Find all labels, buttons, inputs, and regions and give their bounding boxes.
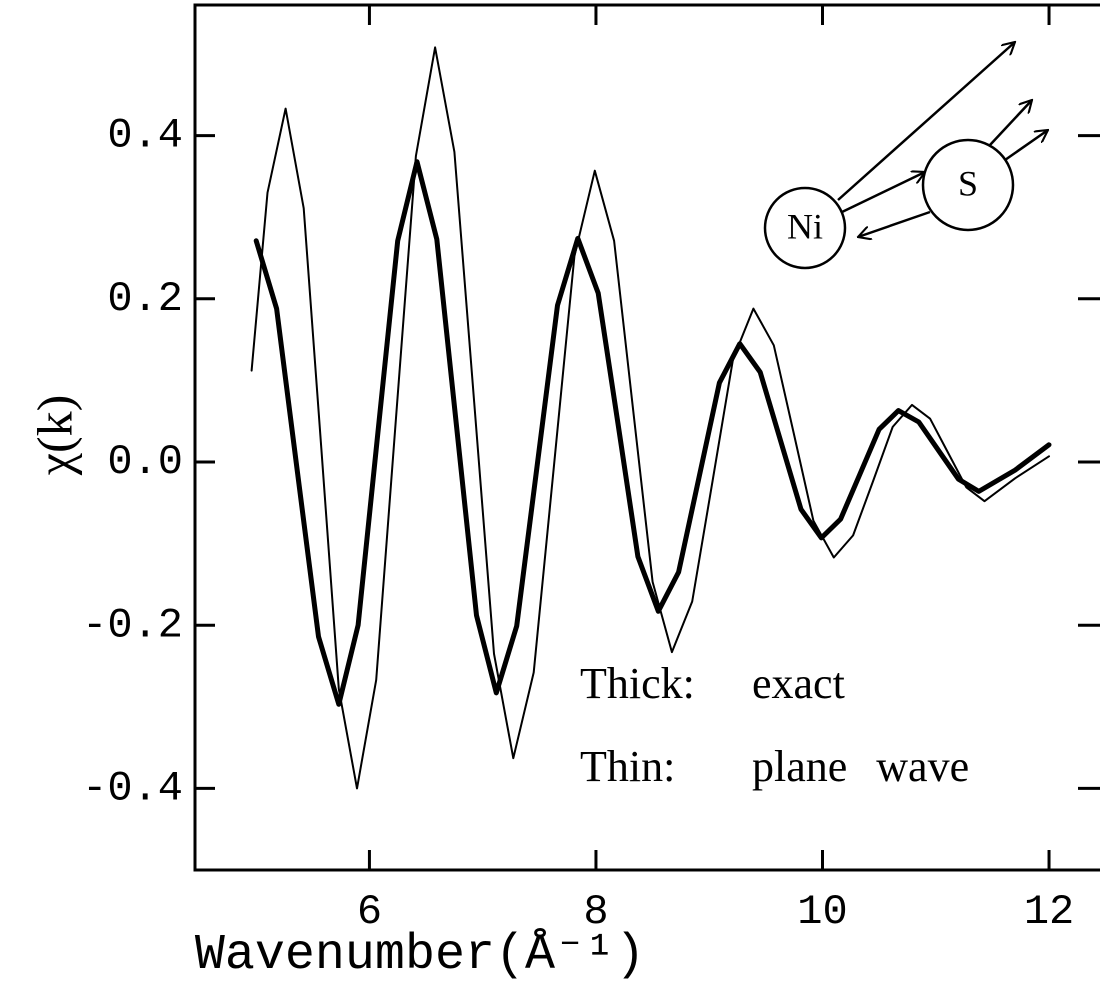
y-axis-label: χ(k) — [26, 395, 82, 477]
data-line — [250, 46, 1050, 790]
s-atom — [921, 138, 1015, 232]
y-tick-label: 0.0 — [107, 438, 183, 486]
arrow — [989, 100, 1032, 146]
y-tick-label: 0.4 — [107, 112, 183, 160]
y-tick-label: 0.2 — [107, 275, 183, 323]
legend-label: plane wave — [752, 742, 969, 791]
arrow — [841, 172, 925, 214]
x-tick-label: 8 — [583, 888, 608, 936]
data-line — [253, 159, 1052, 707]
legend-key: Thick: — [580, 659, 695, 708]
plot-frame — [193, 3, 1100, 872]
arrow — [858, 210, 931, 237]
arrow — [837, 42, 1015, 201]
x-tick-label: 6 — [357, 888, 382, 936]
x-axis-label: Wavenumber(Å⁻¹) — [195, 927, 645, 984]
y-tick-label: -0.2 — [82, 601, 183, 649]
legend-label: exact — [752, 659, 845, 708]
x-tick-label: 10 — [797, 888, 847, 936]
y-tick-label: -0.4 — [82, 764, 183, 812]
diagram-label: Ni — [787, 206, 823, 246]
scattering-diagram: Ni S — [763, 42, 1048, 270]
ni-atom — [763, 186, 847, 270]
diagram-label: S — [958, 163, 978, 203]
x-tick-label: 12 — [1024, 888, 1074, 936]
legend-key: Thin: — [580, 742, 675, 791]
arrow — [1004, 130, 1048, 162]
